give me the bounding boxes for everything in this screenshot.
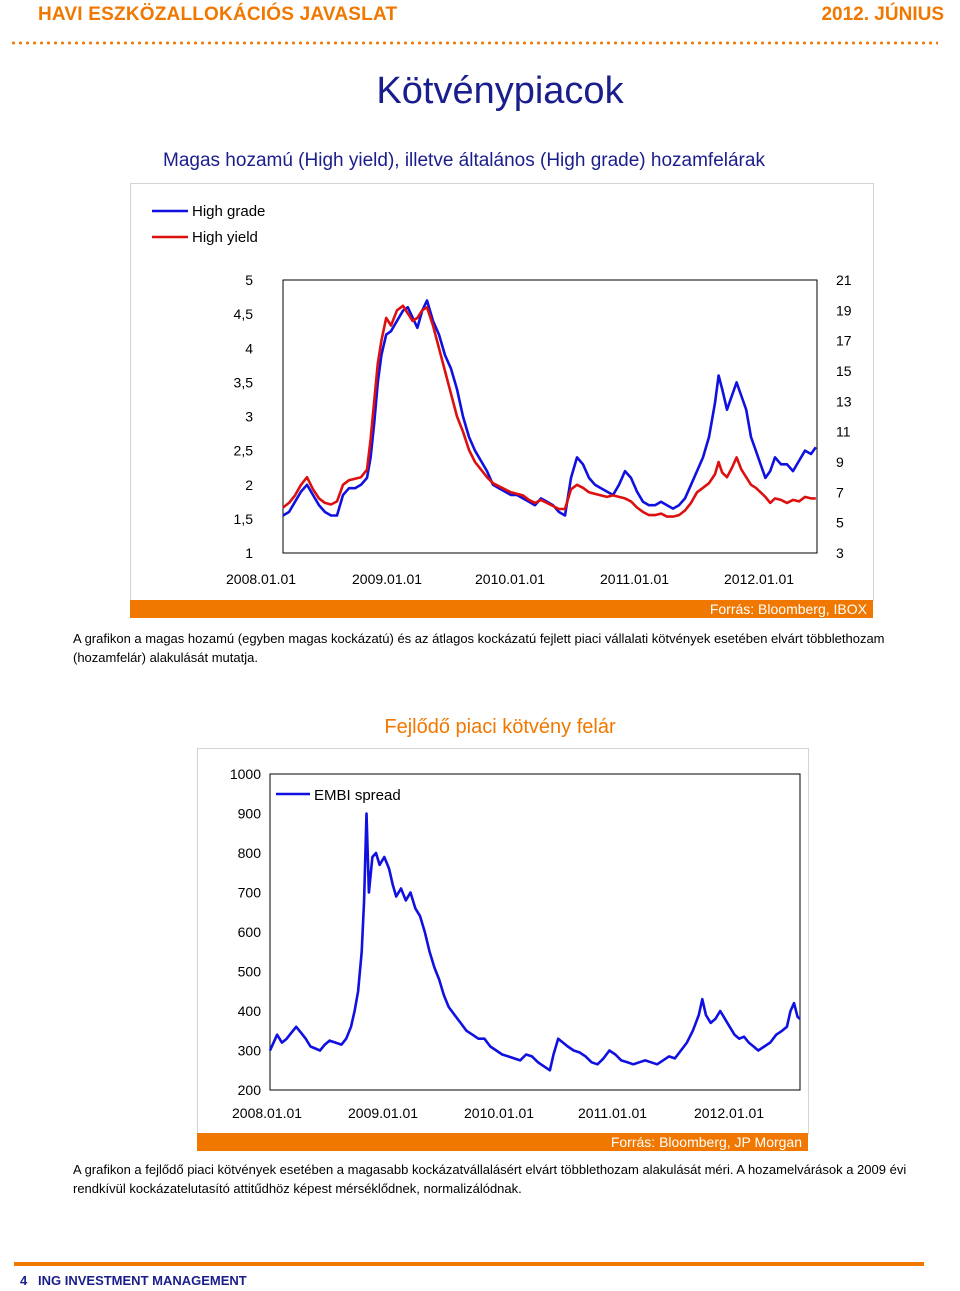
chart1-title: Magas hozamú (High yield), illetve által… [163, 150, 765, 171]
chart1-x-tick-label: 2009.01.01 [352, 571, 422, 587]
chart2-x-tick-label: 2008.01.01 [232, 1105, 302, 1121]
chart1-left-tick-label: 2,5 [234, 443, 254, 459]
chart2-x-tick-label: 2009.01.01 [348, 1105, 418, 1121]
chart1-left-tick-label: 4 [245, 340, 253, 356]
chart2-source: Forrás: Bloomberg, JP Morgan [197, 1133, 808, 1151]
chart1-left-tick-label: 5 [245, 272, 253, 288]
chart2-y-tick-label: 300 [238, 1043, 262, 1059]
chart2-y-tick-label: 800 [238, 845, 262, 861]
chart1-left-tick-label: 3,5 [234, 374, 254, 390]
page-title: Kötvénypiacok [376, 70, 624, 112]
chart1-left-tick-label: 1,5 [234, 511, 254, 527]
chart2-y-tick-label: 500 [238, 964, 262, 980]
chart1-caption: A grafikon a magas hozamú (egyben magas … [73, 631, 885, 665]
chart1-x-tick-label: 2011.01.01 [600, 571, 669, 587]
chart1-left-tick-label: 3 [245, 409, 253, 425]
header-dotted-divider [10, 40, 938, 46]
chart1-right-tick-label: 3 [836, 545, 844, 561]
report-date: 2012. JÚNIUS [821, 4, 944, 25]
chart1-right-tick-label: 17 [836, 333, 852, 349]
chart1-right-tick-label: 5 [836, 515, 844, 531]
chart2-y-tick-label: 900 [238, 806, 262, 822]
chart2-y-tick-label: 1000 [230, 766, 261, 782]
page-number: 4 [20, 1273, 28, 1288]
chart1-x-tick-label: 2008.01.01 [226, 571, 296, 587]
chart2-y-tick-label: 600 [238, 924, 262, 940]
chart2-title: Fejlődő piaci kötvény felár [384, 716, 616, 738]
chart2-y-tick-label: 200 [238, 1082, 262, 1098]
chart1-right-tick-label: 13 [836, 393, 852, 409]
chart1-left-tick-label: 4,5 [234, 306, 254, 322]
footer-divider [14, 1262, 924, 1266]
chart2-x-tick-label: 2011.01.01 [578, 1105, 647, 1121]
chart2-plot: 1000 900 800 700 600 500 400 300 200 2008.01.01 20… [230, 766, 801, 1121]
chart1-legend-label: High grade [192, 203, 265, 220]
chart1-right-tick-label: 9 [836, 454, 844, 470]
chart1-right-tick-label: 15 [836, 363, 852, 379]
chart1-right-tick-label: 11 [836, 424, 851, 440]
chart2-y-tick-label: 400 [238, 1003, 262, 1019]
chart2-x-tick-label: 2010.01.01 [464, 1105, 534, 1121]
chart1-x-tick-label: 2012.01.01 [724, 571, 794, 587]
footer-company: ING INVESTMENT MANAGEMENT [38, 1273, 247, 1288]
chart2-plot-area [269, 773, 801, 1091]
chart2-series-line-embi [268, 812, 801, 1072]
chart1-left-tick-label: 2 [245, 477, 253, 493]
chart1-series-line-high-yield [282, 304, 816, 518]
chart1-source: Forrás: Bloomberg, IBOX [130, 600, 873, 618]
chart2-caption: A grafikon a fejlődő piaci kötvények ese… [73, 1162, 907, 1196]
chart1-right-tick-label: 19 [836, 302, 852, 318]
chart2-x-tick-label: 2012.01.01 [694, 1105, 764, 1121]
chart2-y-tick-label: 700 [238, 885, 262, 901]
chart1-left-tick-label: 1 [245, 545, 253, 561]
chart1-right-tick-label: 7 [836, 484, 844, 500]
chart2-legend-label: EMBI spread [314, 787, 401, 804]
chart1-right-tick-label: 21 [836, 272, 852, 288]
report-title: HAVI ESZKÖZALLOKÁCIÓS JAVASLAT [38, 4, 398, 25]
chart1-x-tick-label: 2010.01.01 [475, 571, 545, 587]
chart1-legend-label: High yield [192, 229, 258, 246]
chart1-plot: 5 4,5 4 3,5 3 2,5 2 1,5 1 21 19 17 15 13 11 9 7 5 3 2008.01… [152, 203, 852, 587]
